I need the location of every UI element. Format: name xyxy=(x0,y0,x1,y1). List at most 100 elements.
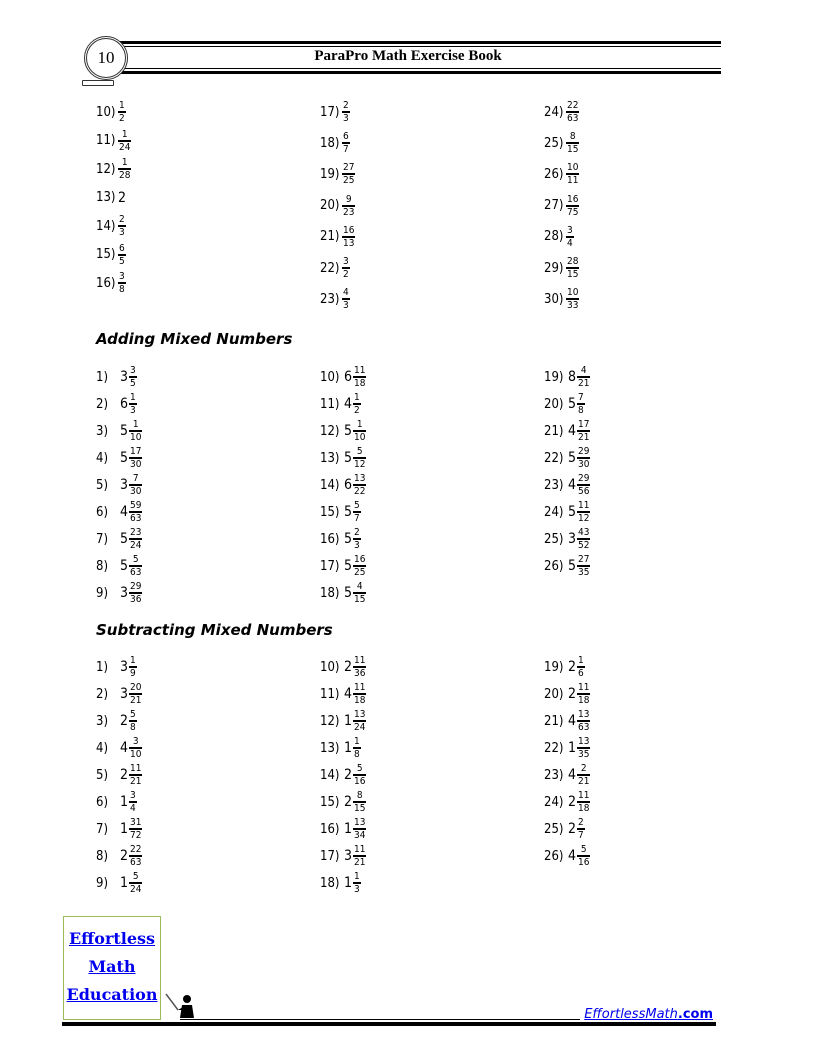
fraction: 11 18 xyxy=(353,682,367,706)
fraction-bar xyxy=(566,111,580,113)
denominator: 10 xyxy=(130,432,142,443)
numerator: 11 xyxy=(354,655,366,666)
site-name[interactable]: EffortlessMath xyxy=(584,1007,678,1022)
denominator: 35 xyxy=(578,567,590,578)
item-number: 18) xyxy=(320,875,340,891)
answer-item: 23) 4 29 56 xyxy=(544,471,591,499)
whole-part: 5 xyxy=(344,450,353,466)
numerator: 1 xyxy=(130,392,136,403)
denominator: 63 xyxy=(130,513,142,524)
fraction: 13 22 xyxy=(353,473,367,497)
fraction-bar xyxy=(342,142,350,145)
fraction-bar xyxy=(577,565,591,567)
denominator: 30 xyxy=(130,459,142,470)
answer-item: 9) 1 5 24 xyxy=(96,869,143,897)
fraction-bar xyxy=(577,828,585,830)
numerator: 17 xyxy=(578,419,590,430)
fraction: 5 63 xyxy=(129,554,143,578)
fraction-bar xyxy=(129,511,143,513)
denominator: 24 xyxy=(130,884,142,895)
fraction-bar xyxy=(577,774,591,776)
fraction-bar xyxy=(342,111,350,113)
fraction: 5 16 xyxy=(353,763,367,787)
site-tld[interactable]: .com xyxy=(677,1007,713,1022)
denominator: 18 xyxy=(354,378,366,389)
denominator: 2 xyxy=(119,113,125,124)
item-number: 13) xyxy=(320,740,340,756)
numerator: 11 xyxy=(130,763,142,774)
answer-item: 24) 22 63 xyxy=(544,98,580,126)
item-number: 12) xyxy=(320,713,340,729)
denominator: 72 xyxy=(130,830,142,841)
numerator: 11 xyxy=(354,682,366,693)
numerator: 1 xyxy=(354,392,360,403)
whole-part: 5 xyxy=(568,396,577,412)
logo-line[interactable]: Math xyxy=(88,957,136,976)
fraction: 11 36 xyxy=(353,655,367,679)
denominator: 36 xyxy=(130,594,142,605)
answer-item: 6) 1 3 4 xyxy=(96,788,137,816)
fraction-bar xyxy=(353,720,367,722)
item-number: 11) xyxy=(96,133,116,148)
numerator: 7 xyxy=(132,473,139,484)
answer-item: 9) 3 29 36 xyxy=(96,579,143,607)
denominator: 3 xyxy=(354,540,360,551)
answer-item: 15) 5 5 7 xyxy=(320,498,361,526)
answer-item: 25) 8 15 xyxy=(544,129,580,157)
whole-part: 5 xyxy=(344,585,353,601)
fraction-bar xyxy=(129,720,137,722)
item-number: 14) xyxy=(96,218,116,234)
numerator: 2 xyxy=(578,817,584,828)
numerator: 5 xyxy=(356,763,363,774)
fraction-bar xyxy=(577,855,591,857)
whole-part: 5 xyxy=(568,504,577,520)
item-number: 22) xyxy=(544,740,564,756)
numerator: 16 xyxy=(343,224,355,236)
item-number: 5) xyxy=(96,767,109,783)
fraction-bar xyxy=(353,882,361,884)
page-title: ParaPro Math Exercise Book xyxy=(314,48,502,64)
fraction: 5 16 xyxy=(577,844,591,868)
numerator: 11 xyxy=(578,682,590,693)
numerator: 17 xyxy=(130,446,142,457)
fraction-bar xyxy=(129,774,143,776)
item-number: 26) xyxy=(544,558,564,574)
whole-part: 5 xyxy=(568,450,577,466)
numerator: 3 xyxy=(343,256,349,267)
logo-line[interactable]: Effortless xyxy=(68,929,156,948)
item-number: 19) xyxy=(544,369,564,385)
numerator: 1 xyxy=(354,871,360,882)
fraction-bar xyxy=(129,457,143,459)
answer-item: 4) 4 3 10 xyxy=(96,734,143,762)
answer-item: 4) 5 17 30 xyxy=(96,444,143,472)
fraction-bar xyxy=(353,457,367,459)
answer-item: 26) 10 11 xyxy=(544,160,580,188)
item-number: 26) xyxy=(544,166,564,182)
denominator: 3 xyxy=(343,113,349,124)
numerator: 59 xyxy=(130,500,142,511)
whole-part: 5 xyxy=(344,558,353,574)
answer-item: 23) 4 3 xyxy=(320,285,350,313)
whole-part: 2 xyxy=(344,767,353,783)
denominator: 4 xyxy=(130,803,136,814)
fraction: 10 33 xyxy=(566,287,580,311)
whole-part: 4 xyxy=(344,686,353,702)
numerator: 8 xyxy=(356,790,363,801)
numerator: 13 xyxy=(354,817,366,828)
item-number: 17) xyxy=(320,104,340,120)
answer-item: 18) 6 7 xyxy=(320,129,350,157)
denominator: 36 xyxy=(354,668,366,679)
logo-line[interactable]: Education xyxy=(66,985,158,1004)
denominator: 6 xyxy=(578,668,584,679)
item-number: 6) xyxy=(96,504,109,520)
denominator: 21 xyxy=(578,432,590,443)
item-number: 24) xyxy=(544,504,564,520)
whole-part: 2 xyxy=(120,767,129,783)
website-link[interactable]: EffortlessMath.com xyxy=(584,1007,713,1022)
item-number: 20) xyxy=(544,396,564,412)
denominator: 63 xyxy=(130,857,142,868)
item-number: 11) xyxy=(320,686,340,702)
